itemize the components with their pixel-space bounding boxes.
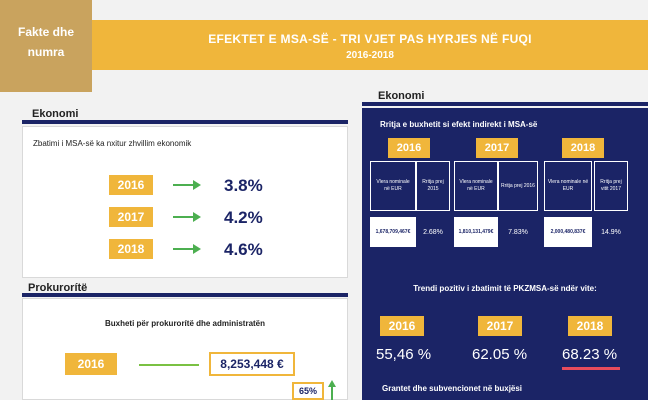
table-growth-cell: 14.9%: [601, 228, 621, 236]
trend-value: 68.23 %: [562, 346, 618, 363]
table-header-cell: Rritja prej 2016: [498, 161, 538, 211]
page-title: EFEKTET E MSA-SË - TRI VJET PAS HYRJES N…: [208, 32, 532, 46]
page-subtitle: 2016-2018: [346, 50, 394, 61]
growth-value: 4.2%: [224, 208, 263, 227]
table-header-cell: Vlera nominale në EUR: [454, 161, 498, 211]
year-badge: 2017: [478, 316, 522, 336]
prok-card-title: Buxheti për prokurorítë dhe administratë…: [104, 319, 266, 328]
year-badge: 2017: [109, 207, 153, 227]
pct-badge: 65%: [292, 382, 324, 400]
table-value-cell: 1,810,131,479€: [454, 217, 498, 247]
year-badge: 2016: [65, 353, 117, 375]
highlight-underline: [562, 367, 620, 370]
econ-card-title: Zbatimi i MSA-së ka nxitur zhvillim ekon…: [33, 139, 192, 148]
table-growth-cell: 2.68%: [423, 228, 443, 236]
growth-row: 2016 3.8%: [109, 175, 329, 195]
arrow-right-icon: [173, 244, 201, 254]
section-title-econ: Ekonomi: [32, 108, 79, 120]
year-badge: 2018: [109, 239, 153, 259]
section-title-prok: Prokurorítë: [28, 282, 88, 294]
arrow-right-icon: [173, 212, 201, 222]
year-badge: 2017: [476, 138, 518, 158]
budget-panel: Rritja e buxhetit si efekt indirekt i MS…: [362, 108, 648, 400]
arrow-right-icon: [173, 180, 201, 190]
year-badge: 2018: [562, 138, 604, 158]
trend-value: 55,46 %: [376, 346, 432, 363]
table-header-cell: Vlera nominale në EUR: [544, 161, 592, 211]
table-value-cell: 2,000,480,837€: [544, 217, 592, 247]
connector-line: [139, 364, 199, 366]
trend-title: Trendi pozitiv i zbatimit të PKZMSA-së n…: [413, 284, 597, 293]
grants-title: Grantet dhe subvencionet në buxjësi: [382, 384, 523, 393]
budget-table-title: Rritja e buxhetit si efekt indirekt i MS…: [380, 120, 538, 129]
table-header-cell: Rritja prej vitit 2017: [594, 161, 628, 211]
section-rule-prok: [22, 293, 348, 297]
title-band: EFEKTET E MSA-SË - TRI VJET PAS HYRJES N…: [92, 20, 648, 70]
year-badge: 2016: [380, 316, 424, 336]
arrow-up-icon: [328, 380, 336, 400]
trend-value: 62.05 %: [472, 346, 528, 363]
year-badge: 2016: [109, 175, 153, 195]
table-growth-cell: 7.83%: [508, 228, 528, 236]
growth-value: 3.8%: [224, 176, 263, 195]
growth-value: 4.6%: [224, 240, 263, 259]
section-rule-econ: [22, 120, 348, 124]
budget-amount: 8,253,448 €: [209, 352, 295, 376]
table-header-cell: Vlera nominale në EUR: [370, 161, 416, 211]
growth-row: 2018 4.6%: [109, 239, 329, 259]
section-title-econ-right: Ekonomi: [378, 90, 425, 102]
year-badge: 2016: [388, 138, 430, 158]
fact-tag: Fakte dhe numra: [0, 0, 92, 92]
table-value-cell: 1,678,709,467€: [370, 217, 416, 247]
econ-card: Zbatimi i MSA-së ka nxitur zhvillim ekon…: [22, 126, 348, 278]
year-badge: 2018: [568, 316, 612, 336]
growth-row: 2017 4.2%: [109, 207, 329, 227]
table-header-cell: Rritja prej 2015: [416, 161, 450, 211]
section-rule-econ-right: [362, 102, 648, 106]
